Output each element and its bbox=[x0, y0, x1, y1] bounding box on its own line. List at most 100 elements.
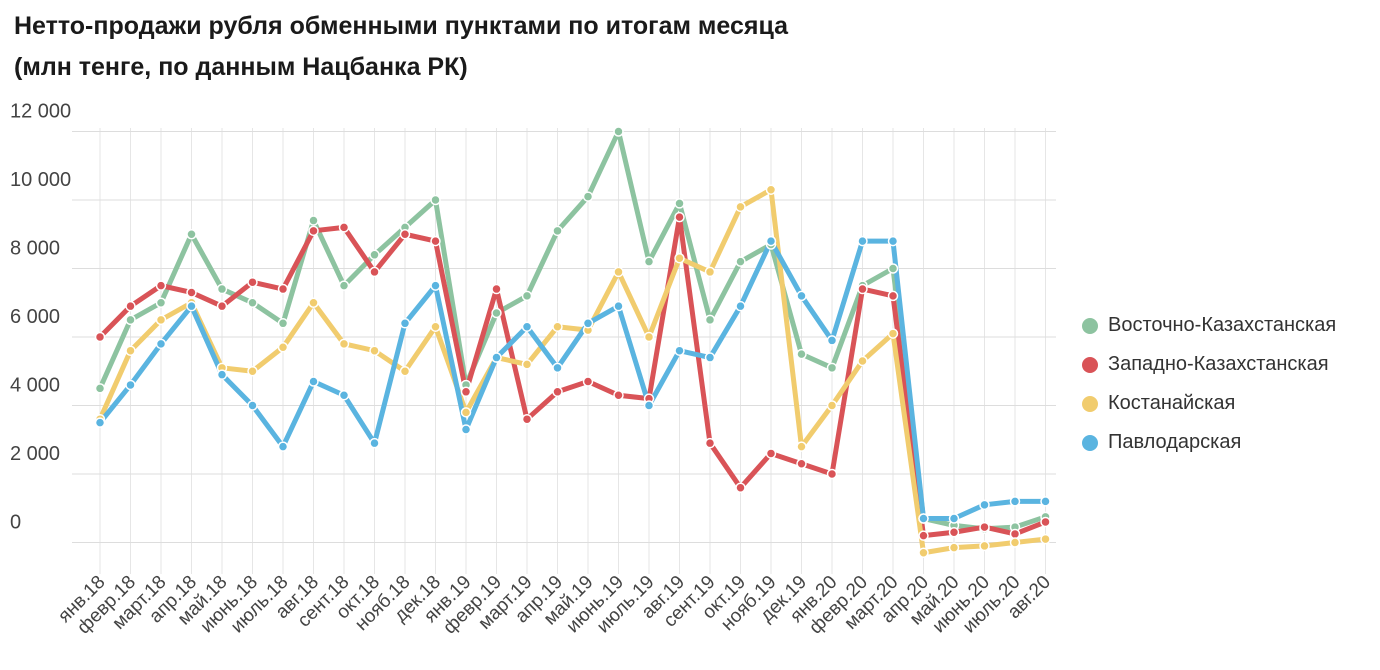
y-tick-label: 6 000 bbox=[10, 306, 60, 328]
data-point bbox=[704, 314, 716, 326]
data-point bbox=[338, 280, 350, 291]
data-point bbox=[369, 345, 380, 356]
data-point bbox=[765, 448, 777, 459]
legend-label: Восточно-Казахстанская bbox=[1108, 314, 1337, 336]
data-point bbox=[155, 338, 167, 350]
data-point bbox=[460, 386, 472, 398]
data-point bbox=[979, 521, 990, 533]
y-tick-label: 0 bbox=[10, 512, 21, 534]
data-point bbox=[430, 280, 441, 291]
data-point bbox=[887, 328, 899, 339]
data-point bbox=[247, 400, 258, 411]
data-point bbox=[857, 283, 868, 295]
data-point bbox=[247, 366, 258, 377]
y-tick-label: 4 000 bbox=[10, 375, 60, 397]
data-point bbox=[216, 369, 228, 380]
legend-marker bbox=[1082, 395, 1098, 412]
data-point bbox=[369, 266, 380, 278]
data-point bbox=[887, 263, 899, 274]
y-tick-label: 8 000 bbox=[10, 238, 60, 260]
data-point bbox=[1040, 496, 1051, 507]
data-point bbox=[399, 229, 411, 240]
data-point bbox=[430, 194, 441, 206]
data-point bbox=[979, 499, 990, 511]
data-point bbox=[247, 297, 258, 308]
data-point bbox=[491, 307, 502, 319]
data-point bbox=[369, 437, 380, 449]
data-point bbox=[216, 283, 228, 295]
data-point bbox=[308, 297, 319, 308]
data-point bbox=[399, 318, 411, 329]
data-point bbox=[704, 266, 716, 278]
series-line bbox=[97, 187, 1048, 556]
data-point bbox=[94, 383, 106, 394]
data-point bbox=[277, 318, 289, 329]
legend-label: Костанайская bbox=[1108, 392, 1236, 414]
data-point bbox=[186, 229, 197, 240]
data-point bbox=[735, 201, 746, 213]
data-point bbox=[552, 321, 563, 332]
legend-item: Костанайская bbox=[1082, 384, 1336, 423]
data-point bbox=[491, 283, 502, 295]
data-point bbox=[1040, 533, 1051, 545]
data-point bbox=[338, 389, 350, 401]
data-point bbox=[765, 235, 777, 247]
data-point bbox=[857, 235, 868, 247]
data-point bbox=[552, 386, 563, 398]
data-point bbox=[155, 280, 167, 291]
data-point bbox=[186, 300, 197, 312]
data-point bbox=[399, 366, 411, 377]
data-point bbox=[765, 184, 777, 195]
data-point bbox=[338, 222, 350, 233]
data-point bbox=[582, 318, 594, 329]
data-point bbox=[552, 225, 563, 237]
data-point bbox=[796, 348, 807, 360]
data-point bbox=[125, 314, 136, 326]
data-point bbox=[643, 331, 655, 343]
data-point bbox=[796, 458, 807, 469]
data-point bbox=[826, 468, 838, 480]
chart-legend: Восточно-Казахстанская Западно-Казахстанс… bbox=[1082, 306, 1336, 462]
data-point bbox=[277, 342, 289, 353]
legend-marker bbox=[1082, 356, 1098, 373]
data-point bbox=[613, 126, 624, 137]
data-point bbox=[369, 249, 380, 261]
legend-label: Западно-Казахстанская bbox=[1108, 353, 1329, 375]
legend-item: Западно-Казахстанская bbox=[1082, 345, 1336, 384]
data-point bbox=[1040, 516, 1051, 528]
y-tick-label: 12 000 bbox=[10, 101, 71, 123]
data-point bbox=[1009, 537, 1021, 548]
data-point bbox=[1009, 528, 1021, 540]
data-point bbox=[277, 441, 289, 452]
data-point bbox=[521, 321, 533, 332]
data-point bbox=[918, 547, 929, 559]
data-point bbox=[125, 379, 136, 391]
data-point bbox=[277, 283, 289, 295]
y-tick-label: 10 000 bbox=[10, 169, 71, 191]
data-point bbox=[521, 359, 533, 370]
legend-item: Восточно-Казахстанская bbox=[1082, 306, 1336, 345]
data-point bbox=[521, 413, 533, 425]
data-point bbox=[796, 290, 807, 302]
data-point bbox=[186, 287, 197, 298]
data-point bbox=[826, 400, 838, 411]
data-point bbox=[155, 297, 167, 308]
data-point bbox=[308, 376, 319, 387]
data-point bbox=[857, 355, 868, 367]
series-line bbox=[97, 214, 1048, 539]
data-point bbox=[491, 352, 502, 363]
data-point bbox=[247, 276, 258, 288]
y-tick-label: 2 000 bbox=[10, 443, 60, 465]
data-point bbox=[918, 530, 929, 541]
data-point bbox=[674, 211, 685, 223]
data-point bbox=[918, 513, 929, 524]
data-point bbox=[704, 352, 716, 363]
data-point bbox=[430, 321, 441, 332]
legend-marker bbox=[1082, 317, 1098, 334]
data-point bbox=[704, 437, 716, 449]
data-point bbox=[125, 300, 136, 312]
data-point bbox=[796, 441, 807, 452]
chart-title-line-1: Нетто-продажи рубля обменными пунктами п… bbox=[14, 12, 789, 40]
data-point bbox=[613, 300, 624, 312]
